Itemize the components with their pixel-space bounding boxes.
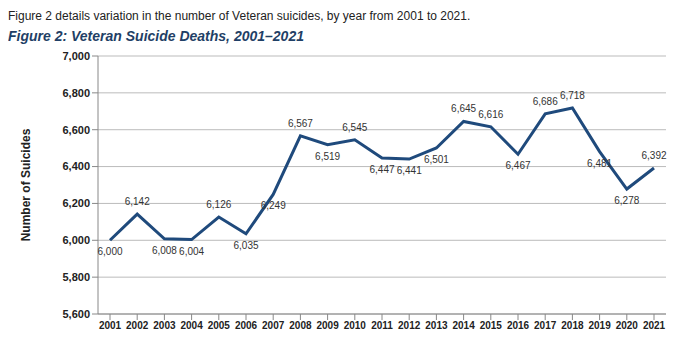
svg-text:6,545: 6,545 <box>342 122 367 133</box>
svg-text:6,519: 6,519 <box>315 151 340 162</box>
svg-text:5,800: 5,800 <box>62 271 90 283</box>
svg-text:2008: 2008 <box>289 320 312 331</box>
svg-text:6,278: 6,278 <box>614 195 639 206</box>
svg-text:2007: 2007 <box>262 320 285 331</box>
svg-text:6,249: 6,249 <box>261 200 286 211</box>
svg-text:5,600: 5,600 <box>62 308 90 320</box>
svg-text:2003: 2003 <box>153 320 176 331</box>
svg-text:2020: 2020 <box>616 320 639 331</box>
svg-text:2021: 2021 <box>643 320 666 331</box>
svg-text:2014: 2014 <box>452 320 475 331</box>
svg-text:6,447: 6,447 <box>369 164 394 175</box>
svg-text:2001: 2001 <box>99 320 122 331</box>
svg-text:2012: 2012 <box>398 320 421 331</box>
svg-text:6,035: 6,035 <box>233 240 258 251</box>
svg-text:6,616: 6,616 <box>478 109 503 120</box>
svg-text:6,392: 6,392 <box>641 150 666 161</box>
html-text:Figure 2 details variation in: Figure 2 details variation in the number… <box>8 9 471 23</box>
svg-text:2016: 2016 <box>507 320 530 331</box>
svg-text:6,004: 6,004 <box>179 246 204 257</box>
svg-text:2009: 2009 <box>316 320 339 331</box>
svg-text:6,441: 6,441 <box>397 165 422 176</box>
svg-text:6,467: 6,467 <box>505 160 530 171</box>
svg-text:2006: 2006 <box>235 320 258 331</box>
svg-text:2004: 2004 <box>180 320 203 331</box>
svg-text:2015: 2015 <box>480 320 503 331</box>
svg-text:6,567: 6,567 <box>288 118 313 129</box>
svg-text:6,000: 6,000 <box>97 246 122 257</box>
svg-text:2013: 2013 <box>425 320 448 331</box>
svg-text:2002: 2002 <box>126 320 149 331</box>
svg-text:6,600: 6,600 <box>62 124 90 136</box>
svg-text:7,000: 7,000 <box>62 50 90 62</box>
svg-text:6,501: 6,501 <box>424 154 449 165</box>
svg-text:2019: 2019 <box>588 320 611 331</box>
svg-text:2011: 2011 <box>371 320 393 331</box>
svg-text:6,686: 6,686 <box>533 96 558 107</box>
svg-text:6,126: 6,126 <box>206 199 231 210</box>
svg-text:2017: 2017 <box>534 320 557 331</box>
svg-text:6,142: 6,142 <box>125 196 150 207</box>
svg-text:2010: 2010 <box>344 320 367 331</box>
svg-text:6,645: 6,645 <box>451 103 476 114</box>
svg-text:6,200: 6,200 <box>62 197 90 209</box>
svg-text:6,008: 6,008 <box>152 245 177 256</box>
svg-text:6,400: 6,400 <box>62 160 90 172</box>
svg-text:2018: 2018 <box>561 320 584 331</box>
svg-text:6,800: 6,800 <box>62 87 90 99</box>
html-text:Figure 2: Veteran Suicide Deat: Figure 2: Veteran Suicide Deaths, 2001–2… <box>8 28 304 44</box>
svg-text:2005: 2005 <box>208 320 231 331</box>
svg-text:6,718: 6,718 <box>560 90 585 101</box>
svg-text:Number of Suicides: Number of Suicides <box>19 128 33 241</box>
svg-text:6,481: 6,481 <box>587 158 612 169</box>
svg-text:6,000: 6,000 <box>62 234 90 246</box>
